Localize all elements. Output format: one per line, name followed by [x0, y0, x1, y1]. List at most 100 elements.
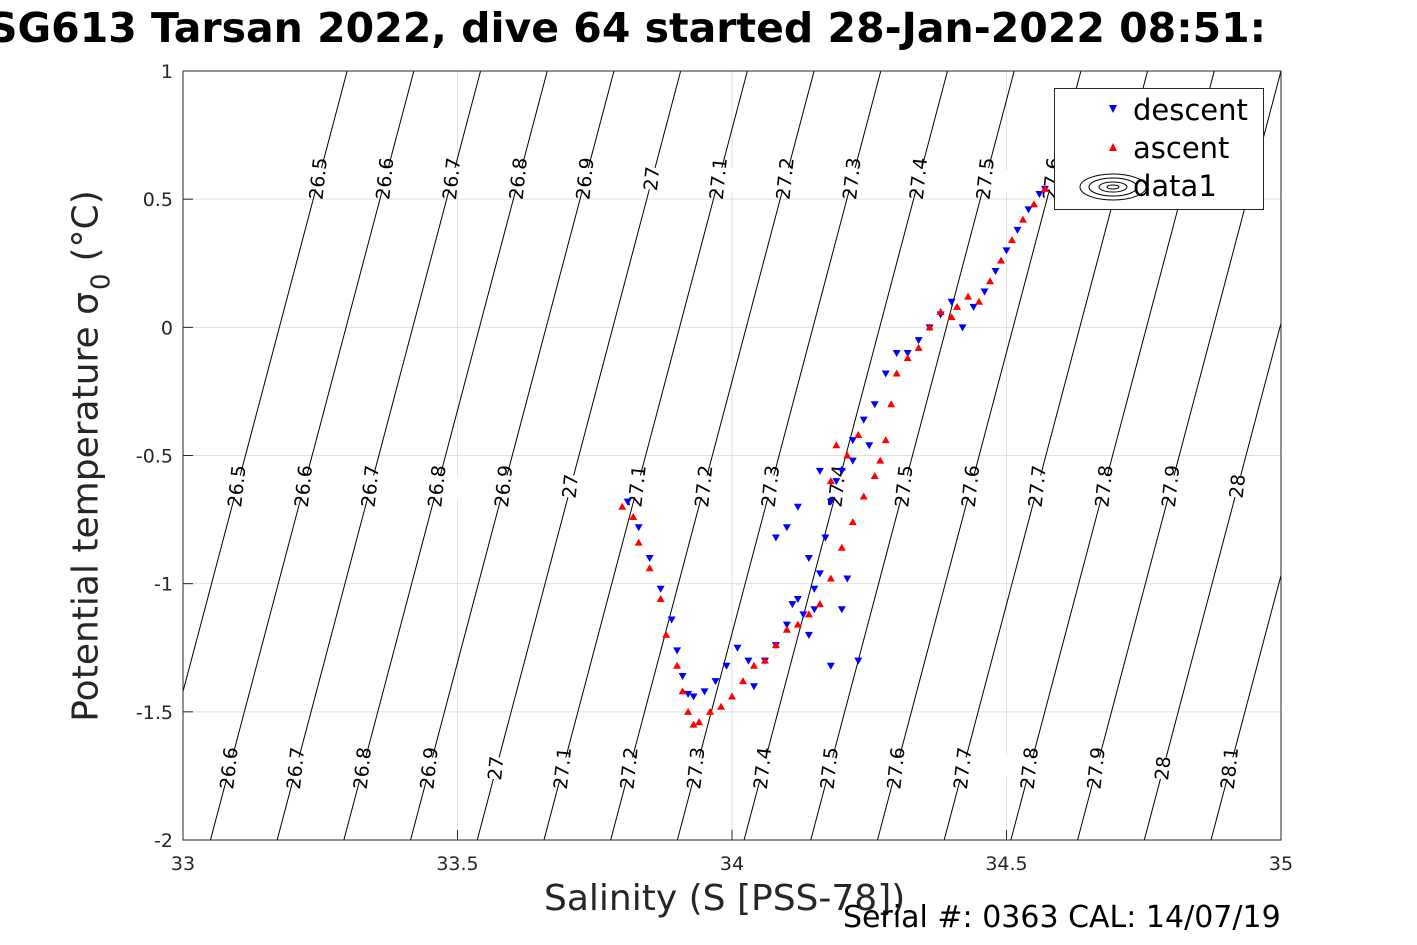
- descent-point: [848, 437, 857, 445]
- ascent-point: [782, 625, 791, 633]
- isopycnal-label-bg: [277, 472, 332, 500]
- isopycnal-label-bg: [469, 754, 524, 782]
- isopycnal-label-bg: [691, 165, 746, 193]
- isopycnal-label-bg: [936, 754, 991, 782]
- ascent-point: [964, 292, 973, 300]
- descent-point: [958, 324, 967, 332]
- ascent-point: [953, 302, 962, 310]
- y-tick-label: 0.5: [143, 189, 173, 211]
- legend-item-descent: descent: [1055, 93, 1263, 129]
- ascent-point: [914, 343, 923, 351]
- y-tick-label: -1.5: [136, 702, 173, 724]
- isopycnal-label: 27: [484, 755, 508, 781]
- isopycnal-label: 27.6: [958, 464, 984, 508]
- y-tick-label: -0.5: [136, 446, 173, 468]
- ascent-point: [662, 630, 671, 638]
- ascent-point: [887, 400, 896, 408]
- ascent-point: [1007, 236, 1016, 244]
- isopycnal-label-bg: [202, 754, 257, 782]
- ascent-point: [738, 677, 747, 685]
- ascent-point: [771, 641, 780, 649]
- isopycnal-label-bg: [602, 754, 657, 782]
- ascent-point: [689, 720, 698, 728]
- isopycnal-label-bg: [625, 165, 680, 193]
- isopycnal-label-bg: [825, 165, 880, 193]
- isopycnal-label: 27.4: [750, 746, 776, 790]
- isopycnal-label: 26.9: [572, 156, 598, 200]
- isopycnal-label-bg: [677, 472, 732, 500]
- isopycnal-label: 27.2: [772, 156, 798, 200]
- ascent-point: [1040, 184, 1049, 192]
- descent-point: [667, 616, 676, 624]
- serial-cal-note: Serial #: 0363 CAL: 14/07/19: [843, 900, 1281, 935]
- isopycnal-label-bg: [758, 165, 813, 193]
- isopycnal-label: 27.1: [706, 156, 732, 200]
- isopycnal-label-bg: [1136, 754, 1191, 782]
- isopycnal-label-bg: [558, 165, 613, 193]
- isopycnal-label-bg: [802, 754, 857, 782]
- ascent-marker-icon: [1109, 143, 1117, 151]
- isopycnal-label-bg: [1010, 472, 1065, 500]
- descent-point: [821, 534, 830, 542]
- descent-point: [1024, 206, 1033, 214]
- y-axis-label-unit: (°C): [65, 190, 107, 262]
- ascent-point: [826, 574, 835, 582]
- ascent-point: [986, 277, 995, 285]
- descent-point: [837, 467, 846, 475]
- isopycnal-label: 28: [1226, 473, 1250, 499]
- isopycnal-line: [810, 71, 1015, 840]
- isopycnal-label: 26.8: [506, 156, 532, 200]
- isopycnal-label-bg: [425, 165, 480, 193]
- isopycnal-label-bg: [610, 472, 665, 500]
- ascent-point: [656, 595, 665, 603]
- descent-point: [881, 370, 890, 378]
- ascent-point: [678, 687, 687, 695]
- ascent-point: [947, 313, 956, 321]
- isopycnal-line: [476, 71, 682, 840]
- isopycnal-label: 27.3: [839, 156, 865, 200]
- descent-point: [991, 267, 1000, 275]
- isopycnal-label-bg: [1210, 472, 1265, 500]
- descent-point: [870, 401, 879, 409]
- isopycnal-label: 27.5: [891, 464, 917, 508]
- isopycnal-label: 26.6: [372, 156, 398, 200]
- isopycnal-label-bg: [869, 754, 924, 782]
- ascent-point: [717, 702, 726, 710]
- descent-point: [771, 534, 780, 542]
- isopycnal-label-bg: [736, 754, 791, 782]
- isopycnal-label: 27.2: [617, 746, 643, 790]
- ascent-point: [793, 620, 802, 628]
- isopycnal-label: 27.7: [1025, 464, 1051, 508]
- x-tick-label: 34.5: [985, 853, 1027, 875]
- descent-marker-icon: [1109, 105, 1117, 113]
- descent-point: [678, 672, 687, 680]
- descent-point: [848, 457, 857, 465]
- x-tick-label: 33: [171, 853, 195, 875]
- descent-point: [711, 678, 720, 686]
- descent-point: [1013, 226, 1022, 234]
- descent-point: [914, 337, 923, 345]
- ascent-point: [645, 564, 654, 572]
- x-tick-label: 35: [1269, 853, 1293, 875]
- isopycnal-label: 27.9: [1083, 746, 1109, 790]
- isopycnal-label: 26.9: [491, 464, 517, 508]
- legend-item-data1: data1: [1055, 169, 1263, 205]
- y-tick-label: -2: [154, 830, 173, 852]
- isopycnal-label-bg: [477, 472, 532, 500]
- descent-point: [826, 498, 835, 506]
- isopycnal-label: 27.6: [883, 746, 909, 790]
- isopycnal-label-bg: [543, 472, 598, 500]
- isopycnal-line: [209, 71, 415, 840]
- descent-point: [634, 524, 643, 532]
- ascent-point: [848, 518, 857, 526]
- isopycnal-label: 27.9: [1158, 464, 1184, 508]
- isopycnal-label-bg: [358, 165, 413, 193]
- contour-rings-icon: [1079, 173, 1147, 201]
- descent-point: [832, 478, 841, 486]
- isopycnal-label: 26.6: [216, 746, 242, 790]
- ascent-point: [936, 307, 945, 315]
- ascent-point: [854, 430, 863, 438]
- descent-point: [1002, 247, 1011, 255]
- descent-point: [854, 657, 863, 665]
- isopycnal-line: [610, 71, 815, 840]
